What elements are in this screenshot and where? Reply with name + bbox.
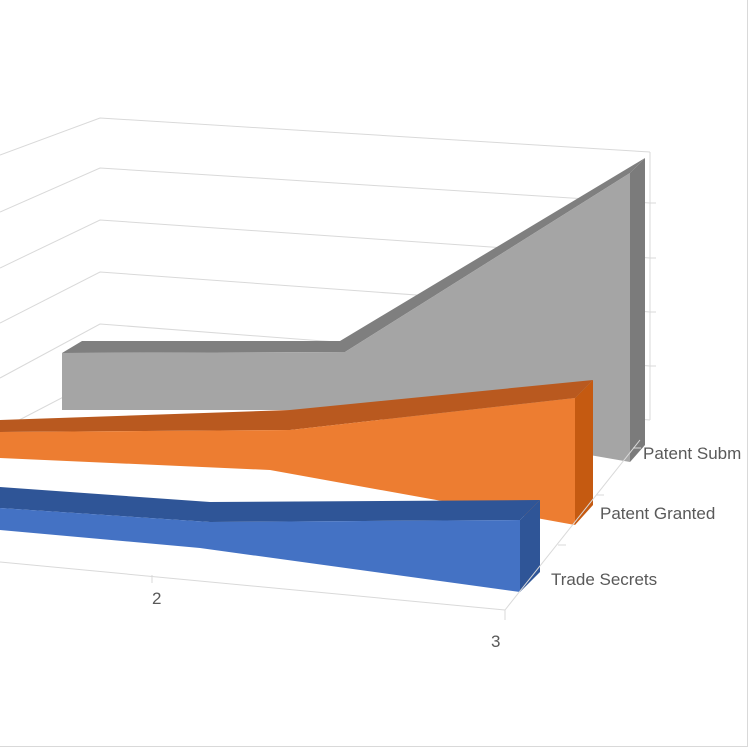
series-label-trade-secrets: Trade Secrets [551, 570, 657, 589]
series-side-trade-secrets [520, 500, 540, 592]
series-face-patent-submitted [62, 173, 630, 462]
gridline-3 [0, 219, 651, 269]
x-axis-line [0, 561, 506, 611]
series-side-patent-granted [575, 380, 593, 525]
series-patent-submitted [62, 158, 645, 462]
series-top-trade-secrets [0, 487, 540, 522]
series-side-patent-submitted [630, 158, 645, 462]
series-trade-secrets [0, 487, 540, 592]
series-label-patent-granted: Patent Granted [600, 504, 715, 523]
x-tick-label-3: 3 [491, 632, 500, 651]
depth-axis-line [504, 439, 641, 611]
series-face-patent-granted [0, 398, 575, 525]
axes [0, 152, 656, 620]
series-areas [0, 158, 645, 592]
series-patent-granted [0, 380, 593, 525]
series-face-trade-secrets [0, 508, 520, 592]
gridline-1 [0, 117, 651, 156]
series-label-patent-submitted: Patent Subm [643, 444, 741, 463]
series-top-patent-granted [0, 380, 593, 432]
x-tick-label-2: 2 [152, 589, 161, 608]
labels: 2 3 Patent Subm Patent Granted Trade Sec… [152, 444, 741, 651]
gridline-2 [0, 167, 651, 213]
